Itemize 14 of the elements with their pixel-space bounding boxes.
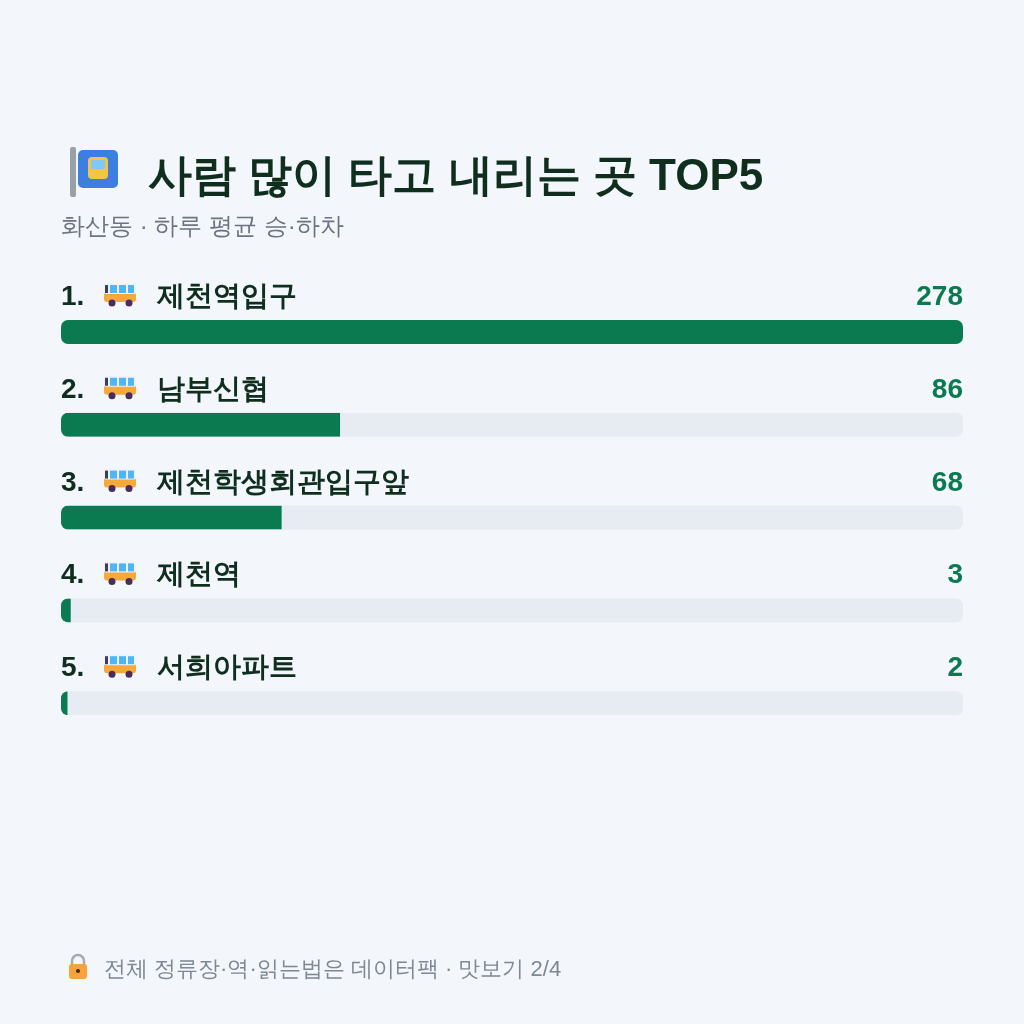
data-label: 86 (931, 372, 963, 404)
category-label: 2. 남부신협 (61, 372, 269, 404)
category-label: 3. 제천학생회관입구앞 (61, 465, 409, 497)
bar (61, 505, 282, 530)
category-label: 4. 제천역 (61, 558, 241, 590)
category-label: 5. 서희아파트 (61, 651, 297, 683)
data-label: 278 (916, 280, 963, 311)
chart-title: 사람 많이 타고 내리는 곳 TOP5 (148, 150, 764, 199)
chart-subtitle: 화산동 · 하루 평균 승·하차 (61, 212, 344, 239)
data-label: 2 (947, 651, 963, 683)
data-label: 68 (931, 465, 963, 497)
data-label: 3 (947, 558, 963, 590)
text: 전체 정류장·역·읽는법은 데이터팩 · 맛보기 2/4 (104, 956, 562, 981)
category-label: 1. 제천역입구 (61, 280, 297, 311)
